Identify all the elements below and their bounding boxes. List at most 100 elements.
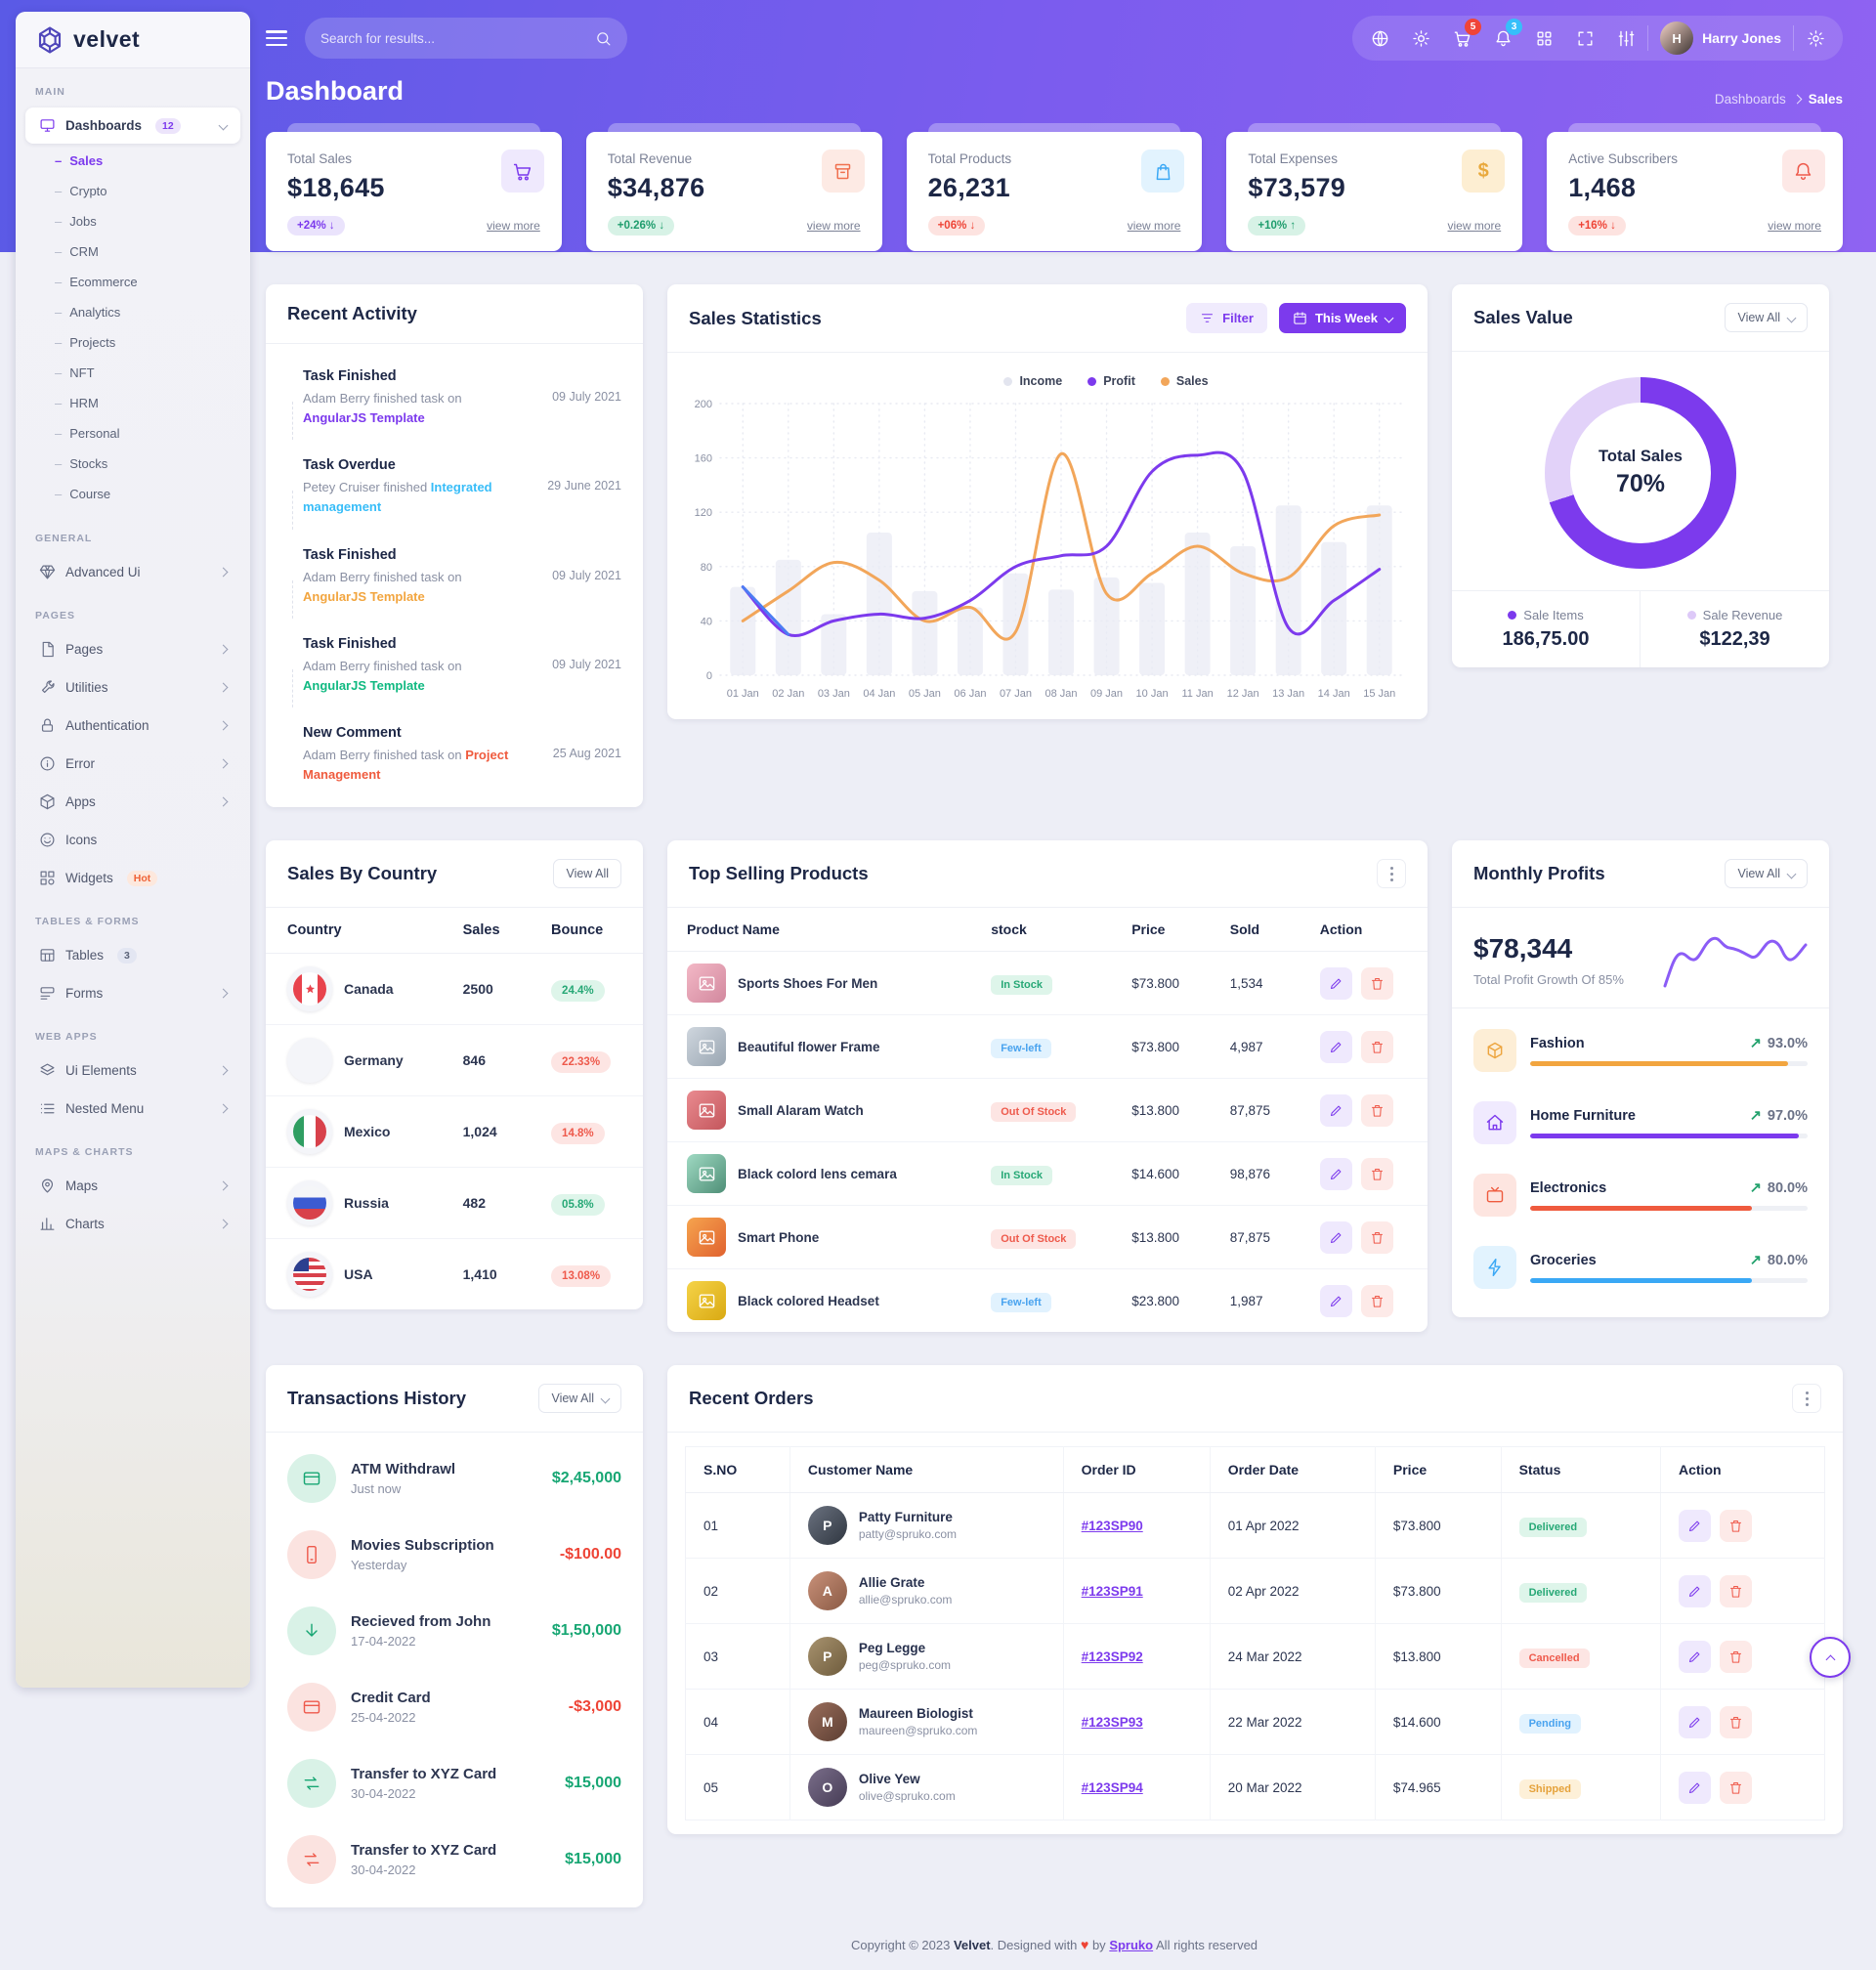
delete-button[interactable] — [1361, 1094, 1393, 1127]
transaction-row[interactable]: Movies Subscription Yesterday -$100.00 — [287, 1517, 621, 1593]
delete-button[interactable] — [1361, 967, 1393, 1000]
order-row[interactable]: 01 P Patty Furniture patty@spruko.com #1… — [686, 1493, 1825, 1559]
sidebar-item-stocks[interactable]: Stocks — [16, 449, 250, 479]
edit-button[interactable] — [1679, 1510, 1711, 1542]
order-id-link[interactable]: #123SP92 — [1082, 1649, 1143, 1664]
switcher-button[interactable] — [1606, 19, 1645, 58]
activity-item[interactable]: Task Overdue Petey Cruiser finished Inte… — [287, 443, 621, 532]
transaction-row[interactable]: Recieved from John 17-04-2022 $1,50,000 — [287, 1593, 621, 1669]
edit-button[interactable] — [1679, 1575, 1711, 1607]
delete-button[interactable] — [1361, 1158, 1393, 1190]
sidebar-item-pages[interactable]: Pages — [25, 631, 240, 667]
country-row[interactable]: Canada 2500 24.4% — [266, 954, 643, 1025]
transaction-row[interactable]: Transfer to XYZ Card 30-04-2022 $15,000 — [287, 1821, 621, 1898]
profit-category-row[interactable]: Electronics ↗80.0% — [1473, 1159, 1808, 1231]
edit-button[interactable] — [1320, 1031, 1352, 1063]
profit-category-row[interactable]: Fashion ↗93.0% — [1473, 1014, 1808, 1087]
product-row[interactable]: Small Alaram Watch Out Of Stock $13.800 … — [667, 1079, 1428, 1142]
delete-button[interactable] — [1720, 1575, 1752, 1607]
edit-button[interactable] — [1679, 1706, 1711, 1738]
apps-grid-button[interactable] — [1524, 19, 1563, 58]
sidebar-item-forms[interactable]: Forms — [25, 975, 240, 1011]
order-row[interactable]: 03 P Peg Legge peg@spruko.com #123SP92 2… — [686, 1624, 1825, 1690]
view-all-button[interactable]: View All — [1725, 303, 1808, 332]
view-more-link[interactable]: view more — [487, 219, 540, 233]
view-all-button[interactable]: View All — [1725, 859, 1808, 888]
activity-item[interactable]: New Comment Adam Berry finished task on … — [287, 710, 621, 799]
sidebar-toggle-button[interactable] — [266, 30, 287, 46]
sidebar-item-crypto[interactable]: Crypto — [16, 176, 250, 206]
view-more-link[interactable]: view more — [807, 219, 861, 233]
country-row[interactable]: Germany 846 22.33% — [266, 1025, 643, 1096]
language-button[interactable] — [1360, 19, 1399, 58]
sidebar-item-widgets[interactable]: Widgets Hot — [25, 860, 240, 896]
edit-button[interactable] — [1320, 1094, 1352, 1127]
sidebar-item-authentication[interactable]: Authentication — [25, 707, 240, 744]
filter-button[interactable]: Filter — [1186, 303, 1267, 333]
sidebar-item-analytics[interactable]: Analytics — [16, 297, 250, 327]
edit-button[interactable] — [1679, 1641, 1711, 1673]
sidebar-item-ui-elements[interactable]: Ui Elements — [25, 1052, 240, 1089]
sidebar-item-dashboards[interactable]: Dashboards 12 — [25, 107, 240, 144]
search-icon[interactable] — [595, 30, 612, 47]
order-id-link[interactable]: #123SP91 — [1082, 1584, 1143, 1599]
fullscreen-button[interactable] — [1565, 19, 1604, 58]
spruko-link[interactable]: Spruko — [1109, 1938, 1153, 1952]
delete-button[interactable] — [1361, 1285, 1393, 1317]
sidebar-item-sales[interactable]: Sales — [16, 146, 250, 176]
edit-button[interactable] — [1320, 1158, 1352, 1190]
breadcrumb-parent[interactable]: Dashboards — [1715, 92, 1786, 107]
activity-item[interactable]: Task Finished Adam Berry finished task o… — [287, 533, 621, 621]
delete-button[interactable] — [1361, 1031, 1393, 1063]
transaction-row[interactable]: Credit Card 25-04-2022 -$3,000 — [287, 1669, 621, 1745]
settings-button[interactable] — [1796, 19, 1835, 58]
activity-item[interactable]: Task Finished Adam Berry finished task o… — [287, 354, 621, 443]
product-row[interactable]: Black colord lens cemara In Stock $14.60… — [667, 1142, 1428, 1206]
view-all-button[interactable]: View All — [553, 859, 621, 888]
date-range-button[interactable]: This Week — [1279, 303, 1406, 333]
order-id-link[interactable]: #123SP93 — [1082, 1715, 1143, 1730]
order-id-link[interactable]: #123SP94 — [1082, 1780, 1143, 1795]
user-menu[interactable]: H Harry Jones — [1650, 21, 1791, 55]
product-row[interactable]: Black colored Headset Few-left $23.800 1… — [667, 1269, 1428, 1333]
delete-button[interactable] — [1720, 1706, 1752, 1738]
order-id-link[interactable]: #123SP90 — [1082, 1519, 1143, 1533]
sidebar-item-nft[interactable]: NFT — [16, 358, 250, 388]
kebab-menu-icon[interactable] — [1792, 1384, 1821, 1413]
sidebar-item-charts[interactable]: Charts — [25, 1206, 240, 1242]
order-row[interactable]: 02 A Allie Grate allie@spruko.com #123SP… — [686, 1559, 1825, 1624]
sidebar-item-projects[interactable]: Projects — [16, 327, 250, 358]
sidebar-item-jobs[interactable]: Jobs — [16, 206, 250, 236]
edit-button[interactable] — [1320, 1221, 1352, 1254]
sidebar-item-advanced-ui[interactable]: Advanced Ui — [25, 554, 240, 590]
transaction-row[interactable]: ATM Withdrawl Just now $2,45,000 — [287, 1440, 621, 1517]
edit-button[interactable] — [1679, 1772, 1711, 1804]
view-all-button[interactable]: View All — [538, 1384, 621, 1413]
search-bar[interactable] — [305, 18, 627, 59]
search-input[interactable] — [320, 31, 585, 46]
edit-button[interactable] — [1320, 967, 1352, 1000]
sidebar-item-crm[interactable]: CRM — [16, 236, 250, 267]
sidebar-item-tables[interactable]: Tables 3 — [25, 937, 240, 973]
transaction-row[interactable]: Transfer to XYZ Card 30-04-2022 $15,000 — [287, 1745, 621, 1821]
delete-button[interactable] — [1720, 1510, 1752, 1542]
delete-button[interactable] — [1361, 1221, 1393, 1254]
sidebar-item-icons[interactable]: Icons — [25, 822, 240, 858]
scroll-top-button[interactable] — [1810, 1637, 1851, 1678]
product-row[interactable]: Sports Shoes For Men In Stock $73.800 1,… — [667, 952, 1428, 1015]
product-row[interactable]: Beautiful flower Frame Few-left $73.800 … — [667, 1015, 1428, 1079]
brand-logo[interactable]: velvet — [16, 12, 250, 68]
sidebar-item-error[interactable]: Error — [25, 746, 240, 782]
activity-item[interactable]: Task Finished Adam Berry finished task o… — [287, 621, 621, 710]
cart-button[interactable]: 5 — [1442, 19, 1481, 58]
country-row[interactable]: Russia 482 05.8% — [266, 1168, 643, 1239]
country-row[interactable]: USA 1,410 13.08% — [266, 1239, 643, 1310]
theme-toggle-button[interactable] — [1401, 19, 1440, 58]
view-more-link[interactable]: view more — [1448, 219, 1502, 233]
view-more-link[interactable]: view more — [1128, 219, 1181, 233]
sidebar-item-utilities[interactable]: Utilities — [25, 669, 240, 706]
order-row[interactable]: 05 O Olive Yew olive@spruko.com #123SP94… — [686, 1755, 1825, 1820]
edit-button[interactable] — [1320, 1285, 1352, 1317]
delete-button[interactable] — [1720, 1641, 1752, 1673]
